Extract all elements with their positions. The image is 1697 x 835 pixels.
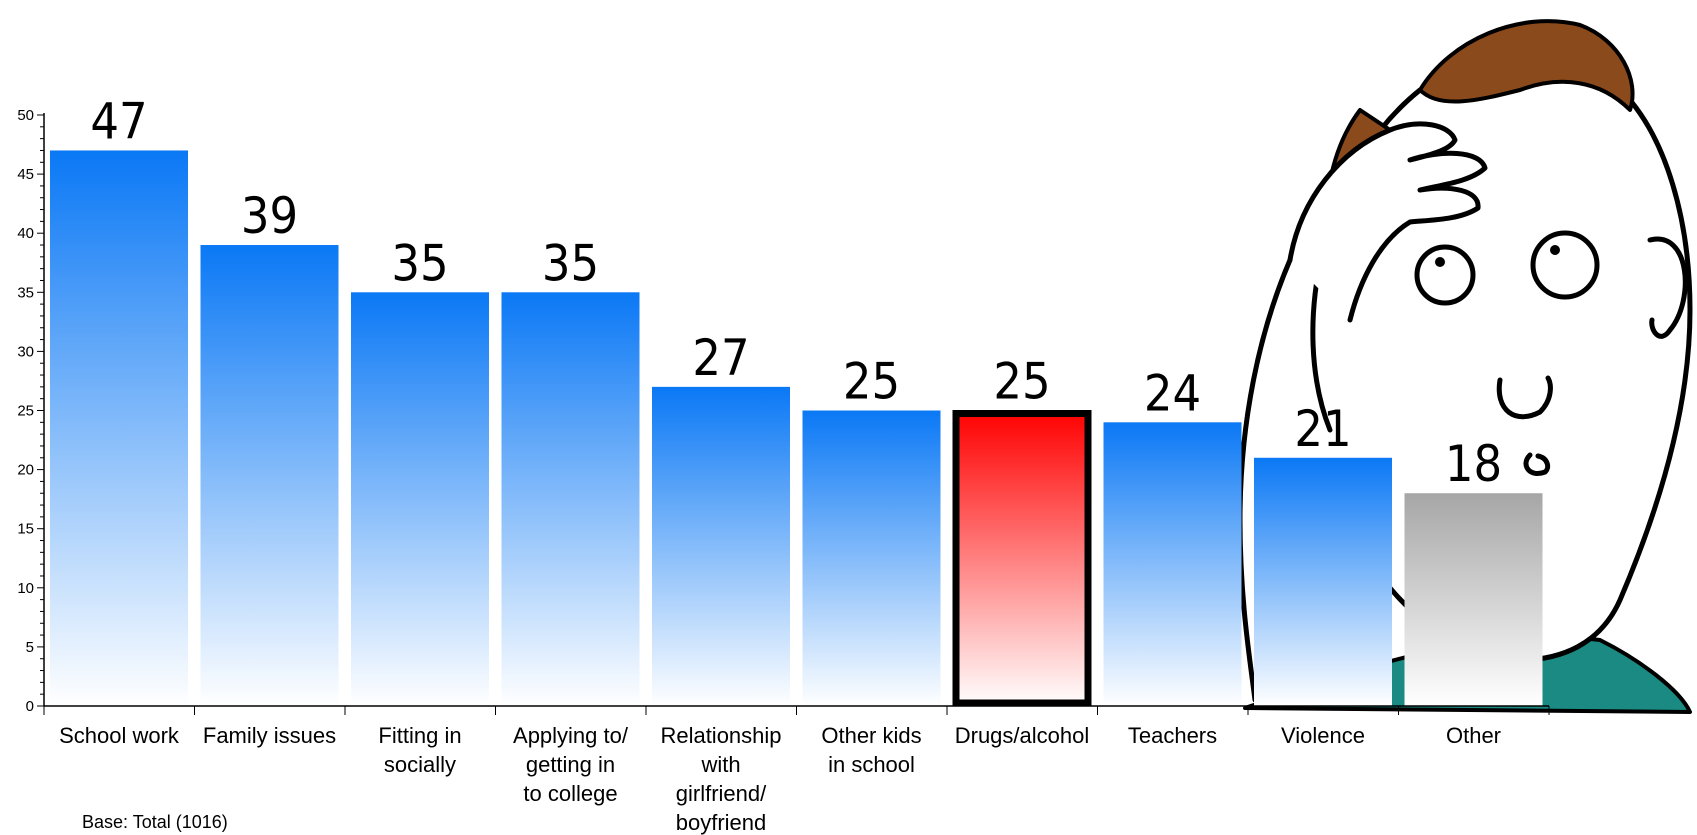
value-label: 25	[993, 353, 1050, 411]
hair-shape	[1418, 19, 1635, 112]
y-tick-label: 50	[17, 107, 34, 124]
bar-highlighted	[953, 410, 1091, 706]
bar	[351, 292, 489, 706]
value-label: 18	[1445, 435, 1502, 493]
value-label: 27	[692, 329, 749, 387]
value-labels-group: 47 39 35 35 27 25 25 24 21 18	[90, 92, 1502, 493]
bar	[652, 386, 790, 706]
value-label: 25	[843, 353, 900, 411]
bar	[50, 150, 188, 706]
category-label: Other kids in school	[821, 723, 921, 777]
value-label: 24	[1144, 364, 1201, 422]
y-tick-label: 45	[17, 166, 34, 183]
category-label: Drugs/alcohol	[955, 723, 1090, 748]
y-tick-label: 5	[26, 639, 34, 656]
bar	[802, 410, 941, 706]
value-label: 21	[1294, 400, 1351, 458]
bars-group	[50, 150, 1543, 707]
y-tick-label: 10	[17, 580, 34, 597]
right-pupil	[1550, 245, 1560, 255]
y-tick-label: 35	[17, 284, 34, 301]
bar	[1103, 422, 1242, 706]
y-tick-label: 30	[17, 343, 34, 360]
bar	[200, 245, 339, 706]
hand-shape	[1287, 121, 1488, 323]
y-tick-label: 15	[17, 521, 34, 538]
bar	[1254, 457, 1392, 706]
category-label: Violence	[1281, 723, 1365, 748]
value-label: 35	[391, 234, 448, 292]
bar	[501, 292, 640, 706]
category-label: Teachers	[1128, 723, 1217, 748]
y-tick-label: 25	[17, 403, 34, 420]
bar	[1404, 493, 1543, 706]
category-label: Family issues	[203, 723, 336, 748]
footnote: Base: Total (1016)	[82, 812, 228, 832]
mouth-shape	[1523, 452, 1551, 476]
ear-shape	[1647, 236, 1688, 339]
category-label: Relationship with girlfriend/boyfriend	[660, 723, 781, 835]
y-tick-label: 40	[17, 225, 34, 242]
left-eye	[1414, 244, 1476, 306]
category-label: Fitting in socially	[378, 723, 461, 777]
x-axis: School work Family issues Fitting in social…	[43, 705, 1550, 835]
nose-shape	[1496, 375, 1553, 420]
y-tick-label: 0	[26, 698, 34, 715]
y-tick-label: 20	[17, 462, 34, 479]
category-label: Other	[1446, 723, 1501, 748]
category-label: School work	[59, 723, 180, 748]
right-eye	[1530, 230, 1600, 300]
left-pupil	[1435, 257, 1445, 267]
value-label: 35	[542, 234, 599, 292]
value-label: 39	[241, 187, 298, 245]
y-axis: 0 5 10 15 20 25 30 35 40 45 50	[17, 107, 45, 715]
bar-highlight-border	[952, 410, 1092, 707]
value-label: 47	[90, 92, 147, 150]
category-label: Applying to/getting in to college	[513, 723, 629, 806]
worried-person-icon	[1237, 19, 1693, 714]
